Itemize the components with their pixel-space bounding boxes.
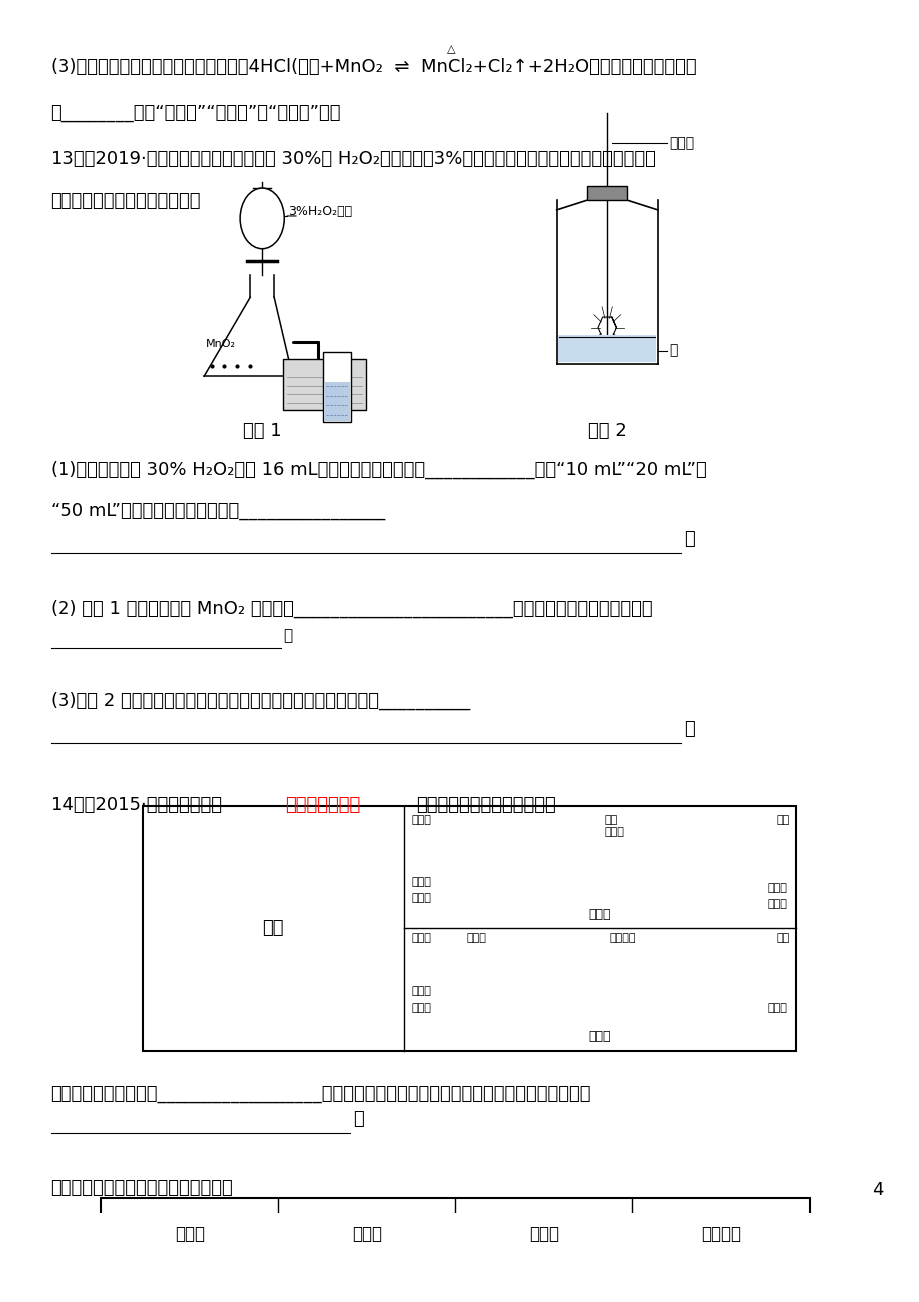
Text: 具支试管: 具支试管 xyxy=(608,934,635,943)
Text: 实验 1: 实验 1 xyxy=(243,422,281,440)
Text: 橡皮塞: 橡皮塞 xyxy=(411,987,431,996)
Text: 反应后: 反应后 xyxy=(528,1225,559,1243)
Text: 注射器: 注射器 xyxy=(411,815,431,825)
Text: 4: 4 xyxy=(871,1181,882,1199)
Text: 实验 2: 实验 2 xyxy=(587,422,626,440)
Text: 是________（填“反应物”“匠化剂”或“生成物”）。: 是________（填“反应物”“匠化剂”或“生成物”）。 xyxy=(51,104,341,122)
Bar xyxy=(324,383,350,421)
Text: 酒精灯: 酒精灯 xyxy=(766,900,787,909)
Text: 铁架台: 铁架台 xyxy=(411,1004,431,1013)
Bar xyxy=(283,359,366,410)
Bar xyxy=(101,1198,809,1302)
Text: (3)实验室制取氯气时发生了如下反应：4HCl(浓）+MnO₂  ⇌  MnCl₂+Cl₂↑+2H₂O，该反应中，二氧化锔: (3)实验室制取氯气时发生了如下反应：4HCl(浓）+MnO₂ ⇌ MnCl₂+… xyxy=(51,59,696,77)
Text: 硬质玻: 硬质玻 xyxy=(175,1225,205,1243)
Text: 质。请结合图示回答下列问题：: 质。请结合图示回答下列问题： xyxy=(51,191,201,210)
Text: 水: 水 xyxy=(668,344,676,358)
Text: (1)经计算需量取 30% H₂O₂溶液 16 mL，应选用的量筒规格为____________（填“10 mL”“20 mL”或: (1)经计算需量取 30% H₂O₂溶液 16 mL，应选用的量筒规格为____… xyxy=(51,461,706,479)
Text: 小气球: 小气球 xyxy=(766,883,787,893)
Text: 实验: 实验 xyxy=(262,919,284,937)
Text: (2) 实验 1 中，锥形瓶内 MnO₂ 的作用是________________________；用该方法收集氧气的优点是: (2) 实验 1 中，锥形瓶内 MnO₂ 的作用是_______________… xyxy=(51,599,652,617)
Text: 3%H₂O₂溶悄: 3%H₂O₂溶悄 xyxy=(288,204,352,217)
Text: 。: 。 xyxy=(283,628,292,643)
Text: 。: 。 xyxy=(353,1111,364,1129)
Bar xyxy=(323,352,351,422)
Text: 小气球: 小气球 xyxy=(466,934,486,943)
Text: “50 mL”）。反应的化学方程式为________________: “50 mL”）。反应的化学方程式为________________ xyxy=(51,503,384,521)
Text: 实验中，反应的原理为__________________（用化学方程式表示）；装置一比装置二更合理，理由是: 实验中，反应的原理为__________________（用化学方程式表示）；装… xyxy=(51,1085,591,1103)
Text: 玻璃管: 玻璃管 xyxy=(604,828,624,837)
Text: 实验测得: 实验测得 xyxy=(700,1225,740,1243)
Text: 装置一: 装置一 xyxy=(588,907,610,921)
Text: 细铁丝: 细铁丝 xyxy=(668,137,693,150)
Text: △: △ xyxy=(446,44,455,55)
Text: 。: 。 xyxy=(684,530,695,548)
Text: 铜粉: 铜粉 xyxy=(776,815,789,825)
Text: 注射器: 注射器 xyxy=(411,934,431,943)
Bar xyxy=(142,806,795,1051)
Text: 【活动与探究】: 【活动与探究】 xyxy=(285,796,360,814)
Text: (3)实验 2 中细铁丝剧烈燃烧、火星四射。该反应的化学方程式为__________: (3)实验 2 中细铁丝剧烈燃烧、火星四射。该反应的化学方程式为________… xyxy=(51,691,470,710)
Text: 橡皮塞: 橡皮塞 xyxy=(411,878,431,887)
Text: 。: 。 xyxy=(684,720,695,738)
Text: 装置二: 装置二 xyxy=(588,1030,610,1043)
Ellipse shape xyxy=(240,187,284,249)
Text: 酒精灯: 酒精灯 xyxy=(766,1004,787,1013)
Bar xyxy=(558,335,655,362)
Text: 根据下表提供的实验数据，完成下表：: 根据下表提供的实验数据，完成下表： xyxy=(51,1180,233,1198)
Text: 定量测定空气中氧气的含量。: 定量测定空气中氧气的含量。 xyxy=(415,796,555,814)
Text: 硬质: 硬质 xyxy=(604,815,617,825)
Text: 铁架台: 铁架台 xyxy=(411,893,431,904)
Text: 14．（2015·泰安中考节选）: 14．（2015·泰安中考节选） xyxy=(51,796,221,814)
Text: 13．（2019·改编题）某课外学习小组将 30%的 H₂O₂溶液稀释为3%后，用来制取氧气，并验证氧气的化学性: 13．（2019·改编题）某课外学习小组将 30%的 H₂O₂溶液稀释为3%后，… xyxy=(51,151,654,168)
Text: MnO₂: MnO₂ xyxy=(206,340,236,349)
Text: 反应前: 反应前 xyxy=(351,1225,381,1243)
Text: 铜粉: 铜粉 xyxy=(776,934,789,943)
Bar xyxy=(586,186,627,201)
